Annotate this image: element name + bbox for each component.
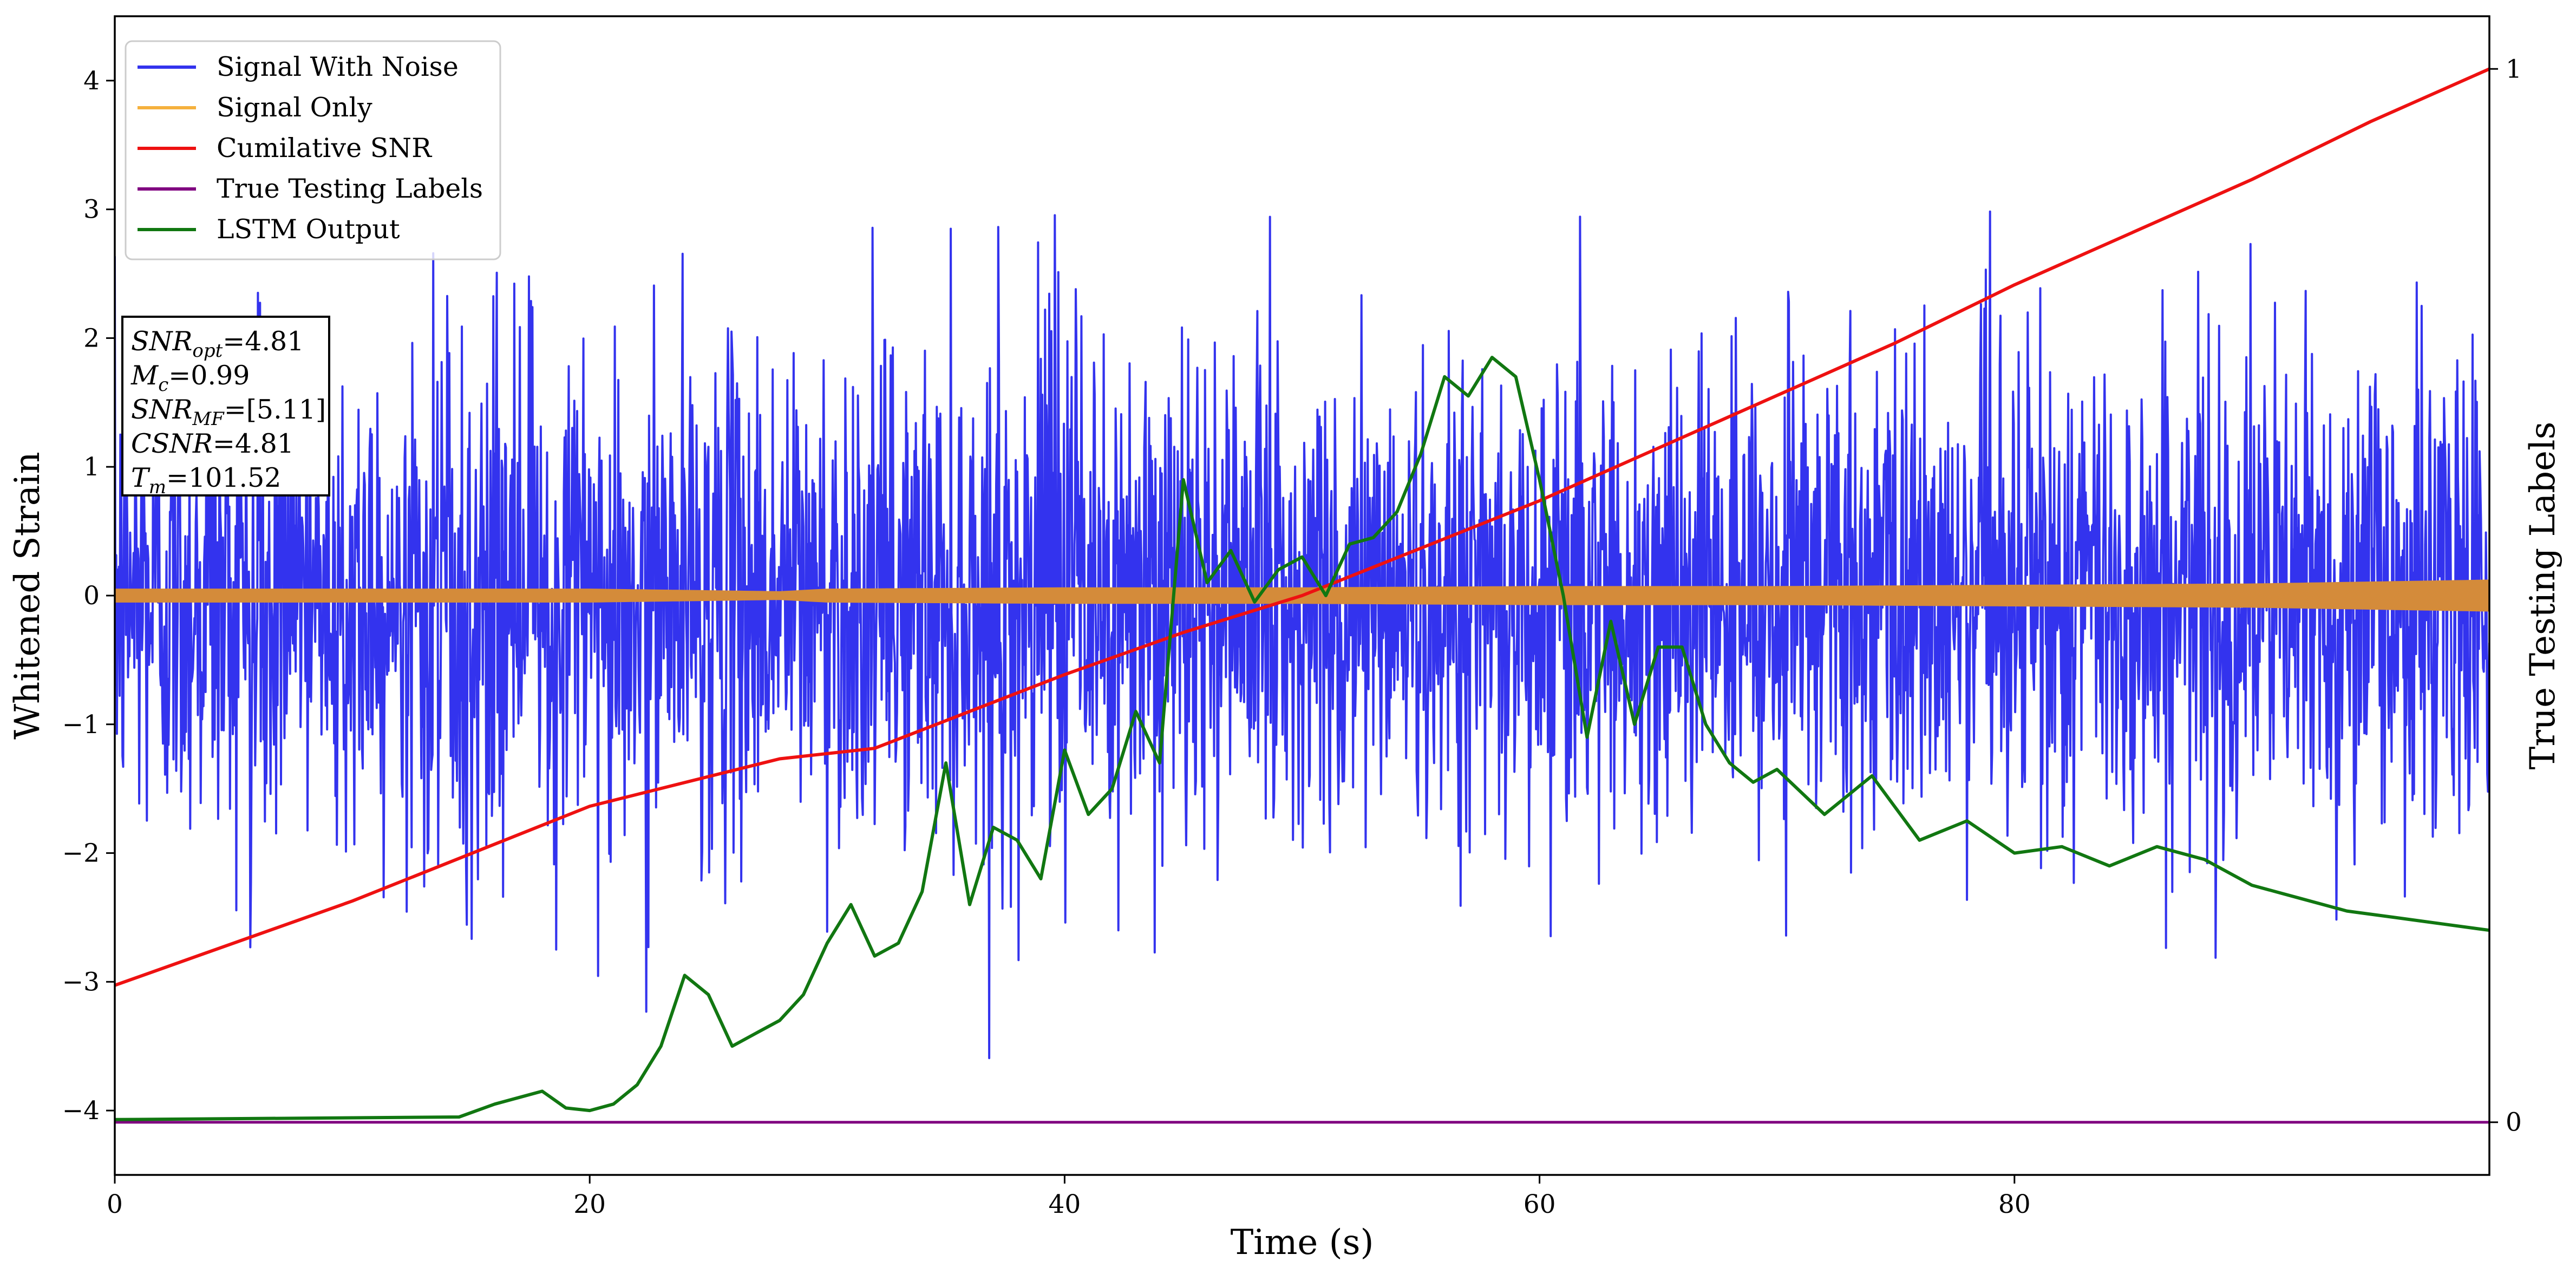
y-tick-label: 4 xyxy=(83,66,100,96)
stats-line: Mc=0.99 xyxy=(130,360,250,396)
legend-frame xyxy=(125,40,501,260)
x-axis-label: Time (s) xyxy=(1231,1223,1374,1263)
signal-with-noise-series xyxy=(115,210,2489,1060)
lstm-output-line xyxy=(115,356,2489,1121)
plot-area xyxy=(115,67,2489,1124)
legend-label: Signal With Noise xyxy=(217,51,459,82)
stats-line: SNRopt=4.81 xyxy=(131,326,304,362)
y-tick-label: −1 xyxy=(62,710,100,740)
stats-frame xyxy=(121,316,330,496)
y2-tick-label: 1 xyxy=(2506,54,2522,84)
y2-tick-label: 0 xyxy=(2506,1108,2522,1138)
y-tick-label: −2 xyxy=(62,839,100,868)
legend-label: True Testing Labels xyxy=(217,173,483,204)
legend-label: Signal Only xyxy=(217,92,372,123)
x-tick-label: 0 xyxy=(107,1190,123,1219)
secondary-y-axis-label: True Testing Labels xyxy=(2523,422,2563,770)
stats-box: SNRopt=4.81Mc=0.99SNRMF=[5.11]CSNR=4.81T… xyxy=(121,316,330,498)
stats-line: Tm=101.52 xyxy=(131,462,281,498)
y-axis-label: Whitened Strain xyxy=(8,452,48,739)
y-tick-label: 3 xyxy=(83,195,100,225)
stats-line: SNRMF=[5.11] xyxy=(131,394,326,430)
y-tick-label: 1 xyxy=(83,452,100,482)
legend: Signal With Noise Signal Only Cumilative S… xyxy=(125,40,501,260)
noise-trace xyxy=(115,210,2489,1060)
line-series-layer xyxy=(115,67,2489,1124)
cumilative-snr-line xyxy=(115,67,2489,987)
x-tick-label: 80 xyxy=(1998,1190,2031,1219)
y-tick-label: −3 xyxy=(62,967,100,997)
x-tick-label: 40 xyxy=(1048,1190,1081,1219)
y-tick-label: 0 xyxy=(83,581,100,611)
y-tick-label: −4 xyxy=(62,1096,100,1126)
legend-label: LSTM Output xyxy=(217,214,400,245)
stats-line: CSNR=4.81 xyxy=(131,428,294,459)
x-tick-label: 60 xyxy=(1524,1190,1556,1219)
x-tick-label: 20 xyxy=(573,1190,606,1219)
legend-label: Cumilative SNR xyxy=(217,133,433,164)
y-tick-label: 2 xyxy=(83,323,100,353)
